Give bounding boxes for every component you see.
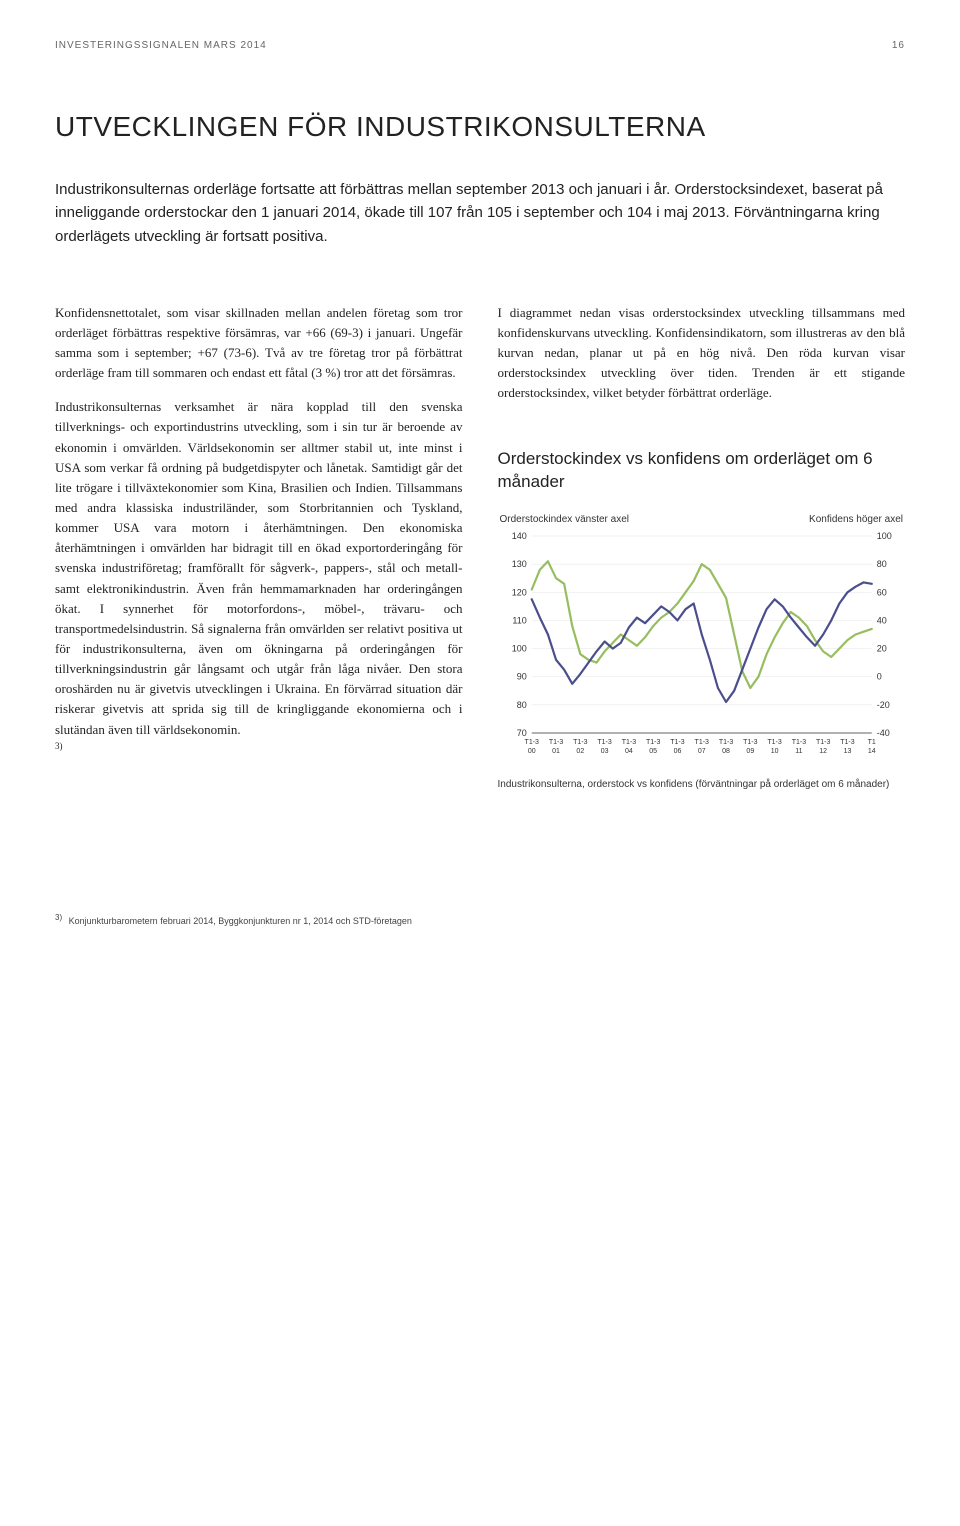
svg-text:T1-3: T1-3 (670, 739, 685, 746)
svg-text:11: 11 (795, 748, 802, 755)
svg-text:T1-3: T1-3 (840, 739, 855, 746)
svg-text:T1-3: T1-3 (524, 739, 539, 746)
svg-text:70: 70 (516, 728, 526, 738)
svg-text:13: 13 (843, 748, 851, 755)
chart-title: Orderstockindex vs konfidens om orderläg… (498, 448, 906, 494)
chart-legend: Orderstockindex vänster axel Konfidens h… (498, 514, 906, 525)
legend-right: Konfidens höger axel (809, 514, 903, 525)
svg-text:140: 140 (511, 531, 526, 541)
body-paragraph-1: Konfidensnettotalet, som visar skillnade… (55, 303, 463, 384)
svg-text:03: 03 (600, 748, 608, 755)
svg-text:120: 120 (511, 588, 526, 598)
page-number: 16 (892, 40, 905, 51)
svg-text:10: 10 (770, 748, 778, 755)
svg-text:07: 07 (697, 748, 705, 755)
svg-text:12: 12 (819, 748, 827, 755)
svg-text:T1-3: T1-3 (645, 739, 660, 746)
svg-text:-20: -20 (876, 700, 889, 710)
footnote-number: 3) (55, 913, 62, 922)
footnote-text: Konjunkturbarometern februari 2014, Bygg… (69, 916, 412, 926)
page-header: INVESTERINGSSIGNALEN MARS 2014 16 (55, 40, 905, 51)
right-column: I diagrammet nedan visas orderstocksinde… (498, 303, 906, 793)
svg-text:40: 40 (876, 616, 886, 626)
svg-text:80: 80 (516, 700, 526, 710)
svg-text:T1-3: T1-3 (815, 739, 830, 746)
svg-text:110: 110 (512, 616, 526, 626)
svg-text:130: 130 (511, 559, 526, 569)
svg-text:14: 14 (867, 748, 875, 755)
line-chart: 708090100110120130140-40-20020406080100T… (498, 531, 906, 761)
svg-text:60: 60 (876, 588, 886, 598)
svg-text:T1-3: T1-3 (718, 739, 733, 746)
svg-text:90: 90 (516, 672, 526, 682)
svg-text:T1-3: T1-3 (791, 739, 806, 746)
svg-text:T1-3: T1-3 (621, 739, 636, 746)
svg-text:T1-3: T1-3 (767, 739, 782, 746)
svg-text:01: 01 (552, 748, 560, 755)
svg-text:100: 100 (511, 644, 526, 654)
svg-text:00: 00 (527, 748, 535, 755)
svg-text:-40: -40 (876, 728, 889, 738)
svg-text:04: 04 (624, 748, 632, 755)
svg-text:T1-3: T1-3 (548, 739, 563, 746)
footnote-reference: 3) (55, 741, 63, 751)
intro-paragraph: Industrikonsulternas orderläge fortsatte… (55, 178, 905, 248)
legend-left: Orderstockindex vänster axel (500, 514, 630, 525)
svg-text:100: 100 (876, 531, 891, 541)
svg-text:T1: T1 (867, 739, 875, 746)
chart-caption: Industrikonsulterna, orderstock vs konfi… (498, 778, 906, 792)
svg-text:09: 09 (746, 748, 754, 755)
svg-text:T1-3: T1-3 (573, 739, 588, 746)
body-paragraph-2: Industrikonsulternas verksamhet är nära … (55, 397, 463, 760)
svg-text:T1-3: T1-3 (694, 739, 709, 746)
svg-text:08: 08 (722, 748, 730, 755)
svg-text:02: 02 (576, 748, 584, 755)
svg-text:20: 20 (876, 644, 886, 654)
svg-text:06: 06 (673, 748, 681, 755)
footnote: 3) Konjunkturbarometern februari 2014, B… (55, 912, 905, 928)
page-title: UTVECKLINGEN FÖR INDUSTRIKONSULTERNA (55, 111, 905, 143)
svg-text:0: 0 (876, 672, 881, 682)
svg-text:05: 05 (649, 748, 657, 755)
publication-name: INVESTERINGSSIGNALEN MARS 2014 (55, 40, 267, 51)
svg-text:T1-3: T1-3 (743, 739, 758, 746)
left-column: Konfidensnettotalet, som visar skillnade… (55, 303, 463, 793)
right-paragraph: I diagrammet nedan visas orderstocksinde… (498, 303, 906, 404)
svg-text:80: 80 (876, 559, 886, 569)
svg-text:T1-3: T1-3 (597, 739, 612, 746)
